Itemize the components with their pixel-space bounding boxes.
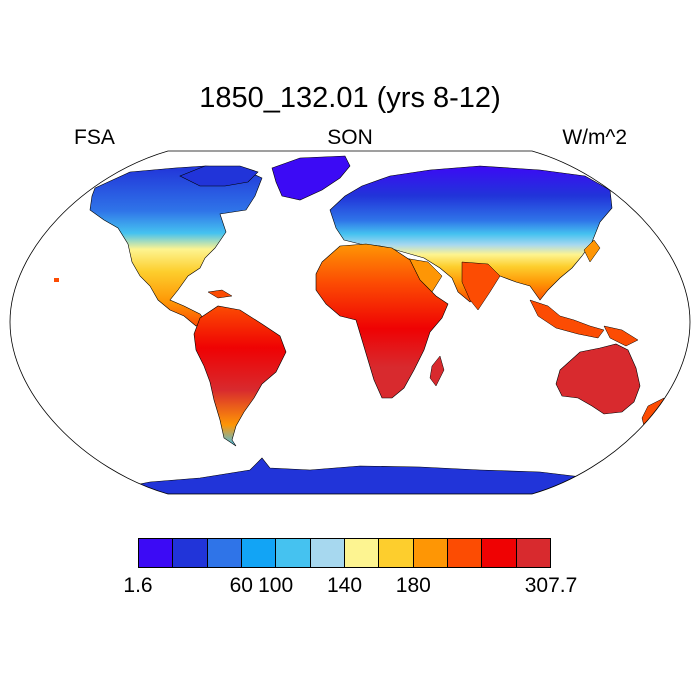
colorbar-label: 1.6: [123, 574, 153, 597]
africa: [315, 243, 449, 399]
colorbar-box-6: [344, 539, 380, 567]
caribbean-islands: [207, 289, 233, 299]
colorbar-label: 307.7: [524, 574, 578, 597]
antarctica: [109, 457, 601, 494]
hawaii: [54, 278, 59, 282]
eurasia: [329, 165, 613, 303]
colorbar-label: 100: [258, 574, 294, 597]
colorbar-box-5: [310, 539, 345, 567]
south-america: [193, 305, 287, 447]
colorbar-box-1: [173, 539, 208, 567]
colorbar-box-10: [482, 539, 517, 567]
season-label: SON: [327, 126, 373, 149]
southeast-asia: [529, 299, 605, 339]
colorbar-box-0: [139, 539, 174, 567]
colorbar-box-2: [207, 539, 242, 567]
madagascar: [429, 355, 445, 387]
greenland: [271, 155, 351, 201]
colorbar-box-8: [413, 539, 448, 567]
globe-outline: [9, 150, 691, 495]
colorbar-box-4: [276, 539, 311, 567]
variable-label: FSA: [74, 126, 115, 149]
colorbar-box-3: [241, 539, 277, 567]
colorbar-label: 140: [326, 574, 363, 597]
colorbar-box-7: [379, 539, 414, 567]
map-title: 1850_132.01 (yrs 8-12): [199, 82, 501, 114]
new-guinea: [603, 325, 639, 347]
colorbar-box-9: [447, 539, 483, 567]
indian-subcontinent: [461, 261, 501, 311]
colorbar-box-11: [516, 539, 550, 567]
units-label: W/m^2: [562, 126, 627, 149]
north-america: [89, 165, 263, 327]
colorbar-label: 60: [229, 574, 253, 597]
colorbar-label: 180: [395, 574, 431, 597]
colorbar: [138, 538, 551, 568]
japan: [583, 239, 601, 263]
arctic-islands: [179, 165, 259, 187]
new-zealand: [641, 397, 667, 427]
australia: [555, 343, 641, 415]
